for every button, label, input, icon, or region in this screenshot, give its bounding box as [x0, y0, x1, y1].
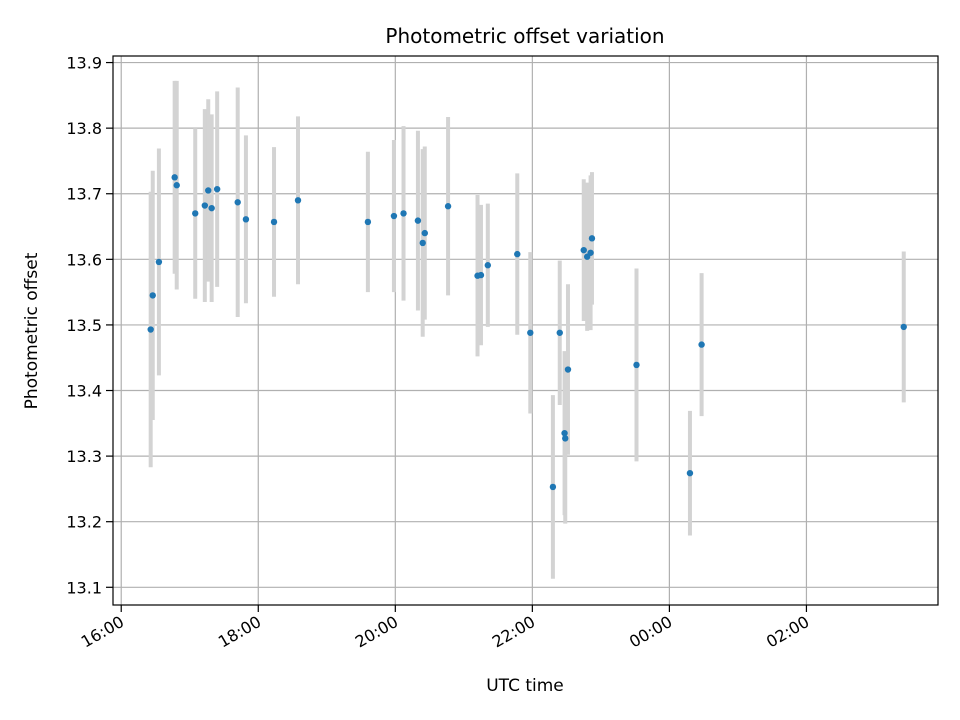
- data-point: [484, 262, 492, 269]
- data-point: [400, 210, 407, 217]
- y-tick-label: 13.5: [66, 316, 102, 335]
- data-point: [414, 217, 422, 224]
- y-tick-label: 13.9: [66, 54, 102, 73]
- data-point: [900, 323, 907, 331]
- data-point: [149, 292, 156, 299]
- y-axis-ticks: 13.1 13.2 13.3 13.4 13.5 13.6 13.7 13.8 13.9: [66, 54, 113, 597]
- data-point: [270, 218, 278, 226]
- data-point: [147, 326, 154, 333]
- data-point: [213, 185, 221, 193]
- data-point: [205, 187, 212, 194]
- data-point: [588, 235, 596, 242]
- data-point: [686, 469, 694, 477]
- data-point: [419, 239, 426, 247]
- data-point: [294, 197, 302, 204]
- data-point: [390, 212, 398, 220]
- y-tick-label: 13.7: [66, 185, 102, 204]
- data-point: [242, 216, 250, 223]
- data-point: [549, 483, 557, 491]
- y-tick-label: 13.4: [66, 382, 102, 401]
- data-point: [561, 429, 568, 437]
- data-point: [698, 341, 705, 348]
- chart-title: Photometric offset variation: [385, 24, 664, 48]
- data-point: [562, 435, 569, 442]
- data-point: [444, 203, 452, 210]
- x-axis-title: UTC time: [486, 676, 564, 696]
- data-point: [155, 258, 163, 266]
- data-point: [477, 271, 485, 279]
- y-tick-label: 13.3: [66, 447, 102, 466]
- data-points: [147, 174, 907, 491]
- data-point: [633, 361, 640, 369]
- data-point: [564, 366, 572, 373]
- data-point: [364, 218, 372, 226]
- y-tick-label: 13.2: [66, 513, 102, 532]
- y-tick-label: 13.8: [66, 119, 102, 138]
- data-point: [173, 182, 180, 189]
- data-point: [556, 329, 563, 336]
- data-point: [580, 246, 587, 254]
- data-point: [208, 204, 215, 212]
- data-point: [201, 202, 209, 209]
- data-point: [514, 250, 521, 258]
- data-point: [527, 329, 534, 336]
- data-point: [587, 249, 594, 256]
- grid: [113, 56, 938, 605]
- y-tick-label: 13.1: [66, 578, 102, 597]
- y-axis-title: Photometric offset: [22, 252, 42, 409]
- plot-frame: [112, 55, 939, 606]
- data-point: [192, 210, 199, 217]
- y-tick-label: 13.6: [66, 250, 102, 269]
- data-point: [234, 199, 241, 206]
- data-point: [421, 229, 428, 237]
- data-point: [171, 174, 178, 181]
